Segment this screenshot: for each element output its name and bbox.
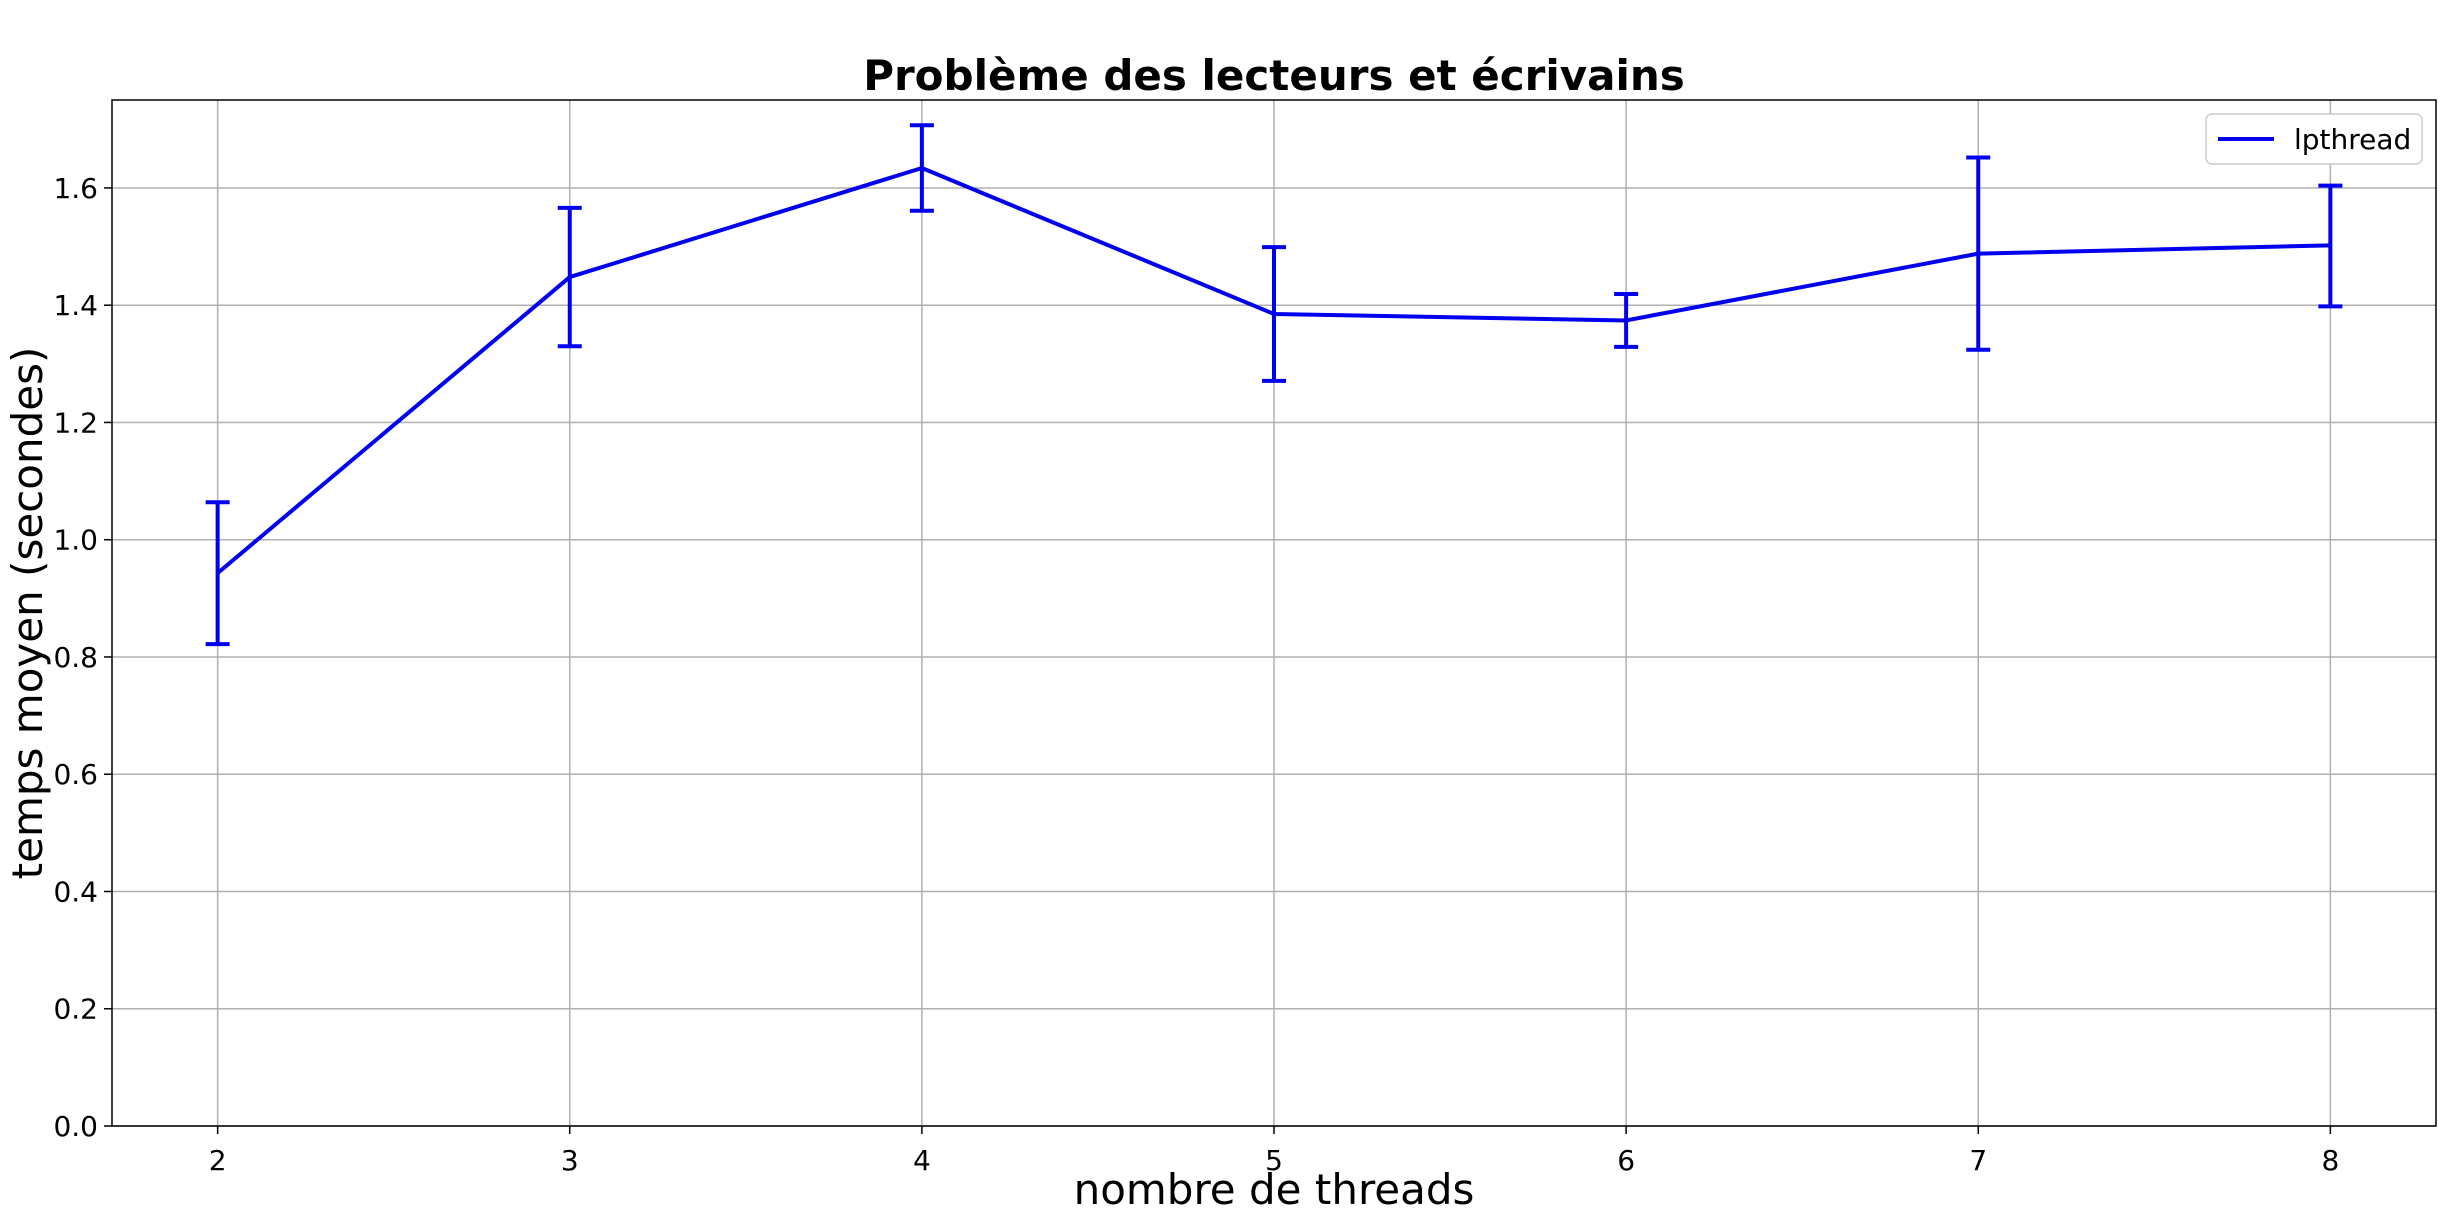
y-tick-label: 0.2 — [53, 993, 98, 1026]
chart-title: Problème des lecteurs et écrivains — [863, 51, 1685, 100]
y-tick-label: 1.2 — [53, 406, 98, 439]
series-layer — [205, 123, 2343, 647]
x-ticks: 2 3 4 5 6 7 8 — [209, 1126, 2339, 1177]
x-tick-label: 5 — [1265, 1144, 1283, 1177]
y-tick-label: 0.8 — [53, 641, 98, 674]
x-tick-label: 2 — [209, 1144, 227, 1177]
x-axis-label: nombre de threads — [1074, 1165, 1475, 1214]
y-tick-label: 1.6 — [53, 172, 98, 205]
legend-box — [2205, 113, 2423, 165]
y-tick-label: 1.4 — [53, 289, 98, 322]
x-tick-label: 4 — [913, 1144, 931, 1177]
y-tick-label: 0.4 — [53, 875, 98, 908]
x-tick-label: 7 — [1969, 1144, 1987, 1177]
y-tick-label: 0.6 — [53, 758, 98, 791]
x-tick-label: 8 — [2321, 1144, 2339, 1177]
x-tick-label: 6 — [1617, 1144, 1635, 1177]
y-ticks: 0.0 0.2 0.4 0.6 0.8 1.0 1.2 1.4 1.6 — [53, 172, 112, 1143]
legend: lpthread — [2205, 113, 2423, 165]
y-tick-label: 0.0 — [53, 1110, 98, 1143]
x-tick-label: 3 — [561, 1144, 579, 1177]
y-tick-label: 1.0 — [53, 524, 98, 557]
legend-label-lpthread: lpthread — [2294, 123, 2411, 156]
y-axis-label: temps moyen (secondes) — [3, 347, 52, 880]
